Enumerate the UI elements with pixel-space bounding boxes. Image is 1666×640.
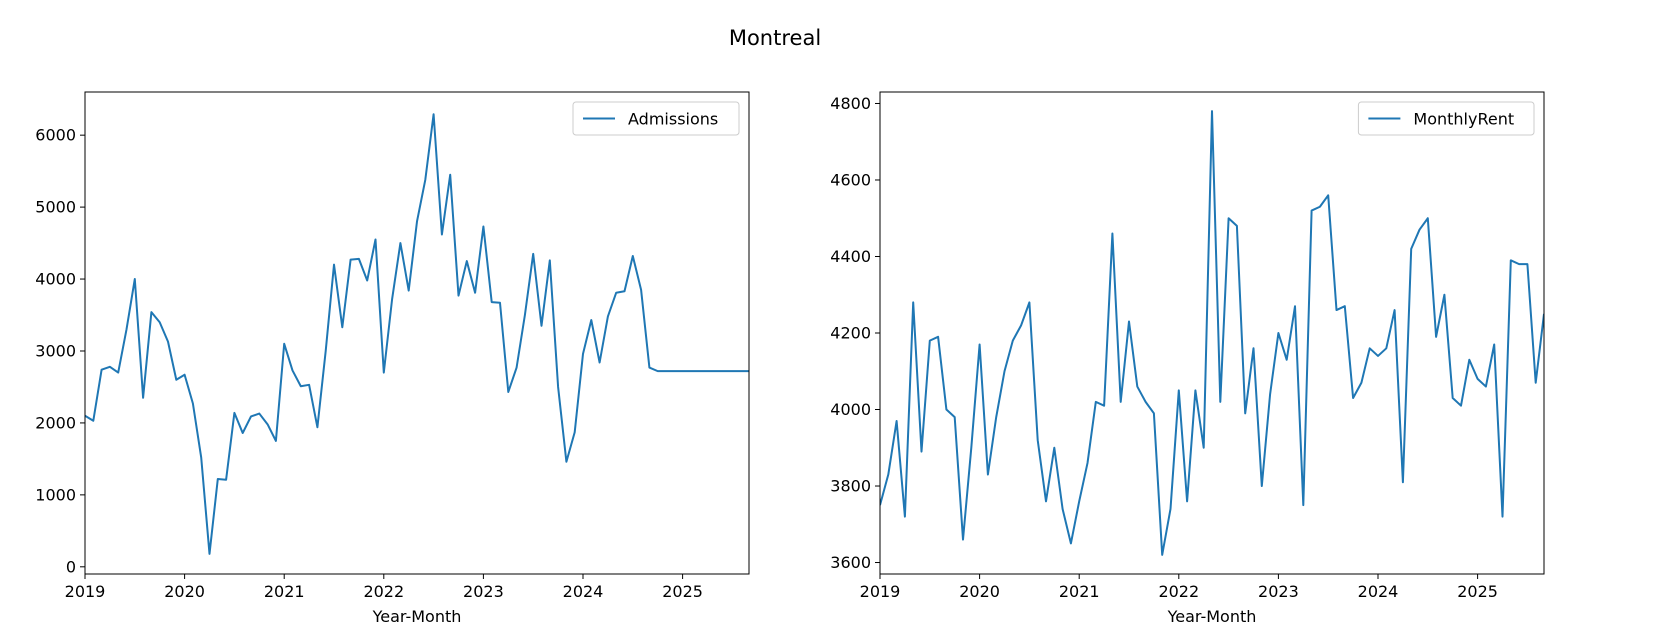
y-tick-label: 5000 xyxy=(35,198,76,217)
monthly-rent-chart: 2019 2020 2021 2022 2023 2024 2025 3600 3800 4000… xyxy=(830,91,1545,626)
y-tick-label: 0 xyxy=(66,557,76,576)
admissions-legend: Admissions xyxy=(572,101,740,136)
x-tick-label: 2025 xyxy=(1457,582,1498,601)
y-tick-label: 3800 xyxy=(830,477,871,496)
x-tick-label: 2020 xyxy=(959,582,1000,601)
y-tick-label: 2000 xyxy=(35,413,76,432)
x-tick-label: 2022 xyxy=(1158,582,1199,601)
x-tick-label: 2025 xyxy=(662,582,703,601)
x-tick-label: 2021 xyxy=(1059,582,1100,601)
y-tick-label: 1000 xyxy=(35,485,76,504)
y-tick-label: 6000 xyxy=(35,126,76,145)
x-tick-label: 2024 xyxy=(1358,582,1399,601)
x-tick-label: 2020 xyxy=(164,582,205,601)
x-tick-label: 2024 xyxy=(563,582,604,601)
admissions-series-line xyxy=(85,113,749,555)
x-tick-label: 2023 xyxy=(463,582,504,601)
x-tick-label: 2019 xyxy=(860,582,901,601)
y-tick-label: 4000 xyxy=(35,270,76,289)
admissions-x-axis-label: Year-Month xyxy=(372,607,462,626)
x-tick-label: 2022 xyxy=(363,582,404,601)
y-tick-label: 4400 xyxy=(830,247,871,266)
x-tick-label: 2021 xyxy=(264,582,305,601)
x-tick-label: 2019 xyxy=(65,582,106,601)
legend-label: Admissions xyxy=(628,110,718,129)
y-tick-label: 4000 xyxy=(830,400,871,419)
x-tick-label: 2023 xyxy=(1258,582,1299,601)
figure-title: Montreal xyxy=(729,26,821,50)
monthly-rent-legend: MonthlyRent xyxy=(1357,101,1535,136)
y-tick-label: 3600 xyxy=(830,553,871,572)
admissions-chart: 2019 2020 2021 2022 2023 2024 2025 0 1000 2000 300… xyxy=(35,91,750,626)
y-tick-label: 3000 xyxy=(35,341,76,360)
monthly-rent-x-axis-label: Year-Month xyxy=(1167,607,1257,626)
monthly-rent-series-line xyxy=(880,110,1544,556)
admissions-axes-frame xyxy=(84,91,750,575)
y-tick-label: 4800 xyxy=(830,94,871,113)
y-tick-label: 4600 xyxy=(830,170,871,189)
legend-label: MonthlyRent xyxy=(1413,110,1514,129)
y-tick-label: 4200 xyxy=(830,324,871,343)
